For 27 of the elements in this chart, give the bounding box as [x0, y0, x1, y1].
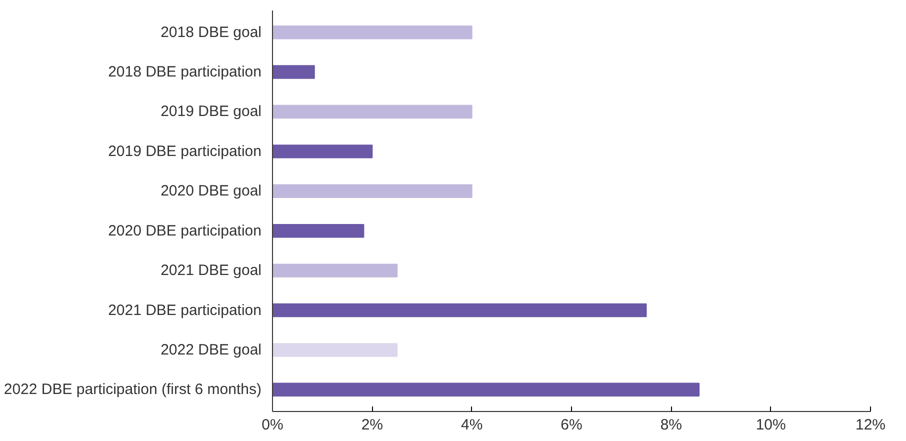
y-tick-label: 2020 DBE goal — [160, 182, 262, 200]
bar — [272, 104, 472, 119]
y-tick-label: 2019 DBE goal — [160, 103, 262, 120]
y-tick-label: 2022 DBE participation (first 6 months) — [4, 381, 262, 398]
bar — [272, 184, 472, 198]
y-tick-label: 2021 DBE goal — [160, 262, 262, 280]
bar — [272, 25, 472, 40]
x-tick-label: 6% — [560, 416, 582, 434]
x-tick-label: 8% — [660, 416, 682, 434]
bar — [272, 382, 700, 397]
y-tick-label: 2019 DBE participation — [108, 142, 262, 160]
x-tick-label: 10% — [756, 416, 786, 434]
bar — [272, 65, 315, 79]
x-tick-label: 12% — [855, 416, 886, 434]
y-tick-label: 2022 DBE goal — [160, 341, 262, 358]
y-tick-label: 2021 DBE participation — [108, 302, 262, 319]
y-tick-label: 2018 DBE goal — [160, 24, 262, 41]
x-tick-label: 2% — [361, 416, 384, 434]
x-tick-label: 4% — [460, 416, 483, 434]
bar — [272, 343, 398, 357]
x-tick-label: 0% — [262, 416, 284, 434]
bar — [272, 303, 647, 318]
y-tick-label: 2018 DBE participation — [108, 64, 262, 81]
bar — [272, 224, 364, 238]
y-tick-label: 2020 DBE participation — [108, 222, 262, 240]
bar — [272, 144, 373, 158]
bar — [272, 264, 398, 278]
